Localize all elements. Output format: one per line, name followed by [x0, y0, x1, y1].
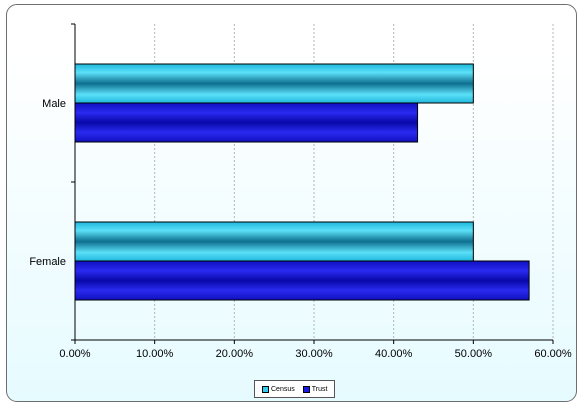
x-tick-label-3: 30.00%	[295, 348, 333, 360]
x-tick-label-4: 40.00%	[375, 348, 413, 360]
x-tick-label-1: 10.00%	[136, 348, 174, 360]
x-tick-label-0: 0.00%	[59, 348, 90, 360]
bar-census-female	[74, 221, 474, 262]
x-tick-label-2: 20.00%	[216, 348, 254, 360]
legend-item-trust: Trust	[302, 385, 328, 393]
x-tick-label-5: 50.00%	[455, 348, 493, 360]
category-label-female: Female	[29, 256, 66, 268]
legend-label-census: Census	[271, 385, 295, 393]
bar-census-male	[74, 63, 474, 104]
chart-legend: Census Trust	[254, 380, 336, 398]
category-label-male: Male	[42, 98, 66, 110]
x-tick-label-6: 60.00%	[534, 348, 572, 360]
legend-item-census: Census	[262, 385, 295, 393]
legend-swatch-trust	[302, 385, 310, 393]
bar-trust-male	[74, 102, 419, 143]
bar-trust-female	[74, 260, 530, 301]
legend-swatch-census	[262, 385, 269, 393]
legend-label-trust: Trust	[311, 385, 328, 393]
